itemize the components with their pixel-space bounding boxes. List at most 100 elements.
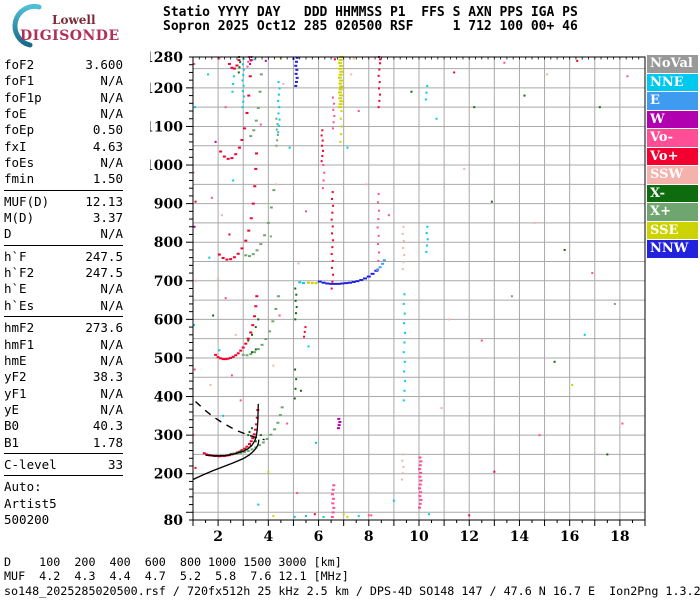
ionogram-canvas: 80 200 300 400 500 600 700 800 900 1000 1100 1200 12… (144, 50, 646, 545)
trace-point (244, 342, 248, 345)
legend-item-sse: SSE (647, 221, 698, 239)
echo-dot (276, 139, 279, 142)
trace-point (247, 434, 250, 437)
echo-dot (275, 117, 278, 120)
echo-dot (321, 187, 324, 190)
trace-point (249, 135, 253, 138)
trace-point (366, 275, 371, 278)
divider (4, 452, 123, 454)
echo-dot (404, 380, 407, 383)
param-label: fxI (4, 138, 27, 154)
echo-dot (275, 144, 278, 147)
trace-point (250, 448, 254, 451)
trace-point (317, 280, 322, 283)
trace-point (237, 59, 241, 62)
echo-dot (278, 314, 281, 317)
trace-point (248, 255, 251, 258)
echo-dot (598, 106, 601, 109)
trace-point (214, 353, 218, 356)
echo-dot (403, 312, 406, 315)
trace-point (310, 282, 314, 285)
echo-dot (332, 108, 335, 111)
echo-dot (277, 112, 280, 115)
trace-point (259, 243, 263, 246)
param-value: 1.50 (92, 171, 123, 187)
param-row: D N/A (4, 226, 123, 242)
trace-point (247, 229, 251, 232)
divider (4, 189, 123, 191)
trace-point (276, 295, 280, 298)
y-axis-label: 900 (154, 197, 183, 213)
echo-dot (377, 192, 380, 195)
echo-dot (400, 478, 403, 481)
echo-dot (295, 378, 298, 381)
echo-dot (402, 302, 405, 305)
echo-dot (295, 293, 298, 296)
y-axis-label: 200 (154, 467, 183, 483)
echo-dot (337, 424, 341, 427)
echo-dot (333, 115, 336, 118)
echo-dot (194, 466, 197, 469)
trace-point (254, 305, 258, 308)
echo-dot (194, 106, 197, 109)
trace-point (314, 282, 318, 285)
echo-dot (194, 200, 197, 203)
trace-point (254, 428, 258, 431)
param-label: foE (4, 106, 27, 122)
echo-dot (490, 200, 493, 203)
echo-dot (330, 253, 333, 256)
param-label: C-level (4, 456, 57, 472)
echo-dot (331, 259, 334, 262)
trace-point (232, 67, 236, 70)
echo-dot (294, 64, 298, 67)
echo-dot (193, 225, 196, 228)
param-label: h`F2 (4, 265, 35, 281)
param-label: Auto: (4, 479, 42, 495)
trace-point (247, 339, 250, 342)
echo-dot (591, 272, 594, 275)
echo-dot (357, 110, 360, 113)
trace-point (249, 440, 253, 443)
echo-dot (330, 287, 333, 290)
parameter-panel: foF2 3.600 foF1 N/A foF1p N/A foE N/A foEp 0.50 fx… (4, 57, 123, 528)
trace-point (249, 59, 253, 62)
legend-item-nnw: NNW (647, 240, 698, 258)
echo-dot (338, 103, 343, 106)
echo-dot (403, 370, 406, 373)
trace-point (251, 351, 254, 354)
echo-dot (339, 70, 344, 73)
x-axis-label: 16 (560, 529, 579, 545)
echo-dot (402, 246, 405, 249)
echo-dot (338, 420, 342, 423)
param-row: 500200 (4, 512, 123, 528)
echo-dot (294, 387, 297, 390)
trace-point (252, 433, 256, 436)
logo-text-lowell: Lowell (52, 13, 96, 27)
echo-dot (428, 513, 431, 516)
muf-row: MUF 4.2 4.3 4.4 4.7 5.2 5.8 7.6 12.1 [MH… (4, 569, 349, 583)
param-value: 0.50 (92, 122, 123, 138)
trace-point (240, 449, 244, 452)
echo-dot (239, 399, 242, 402)
echo-dot (418, 487, 422, 490)
param-row: C-level 33 (4, 457, 123, 473)
echo-dot (274, 183, 277, 186)
echo-dot (272, 364, 275, 367)
y-axis-label: 80 (164, 513, 184, 529)
param-value: N/A (100, 155, 123, 171)
param-value: N/A (100, 401, 123, 417)
echo-dot (402, 261, 405, 264)
trace-point (340, 282, 345, 285)
param-label: foEp (4, 122, 35, 138)
echo-dot (257, 503, 260, 506)
logo-arc-icon (12, 3, 42, 48)
echo-dot (218, 349, 221, 352)
echo-dot (377, 234, 380, 237)
echo-dot (377, 87, 380, 90)
trace-point (280, 406, 284, 409)
echo-dot (448, 318, 451, 321)
trace-point (219, 150, 223, 153)
trace-point (222, 155, 226, 158)
trace-point (276, 421, 280, 424)
echo-dot (404, 331, 407, 334)
